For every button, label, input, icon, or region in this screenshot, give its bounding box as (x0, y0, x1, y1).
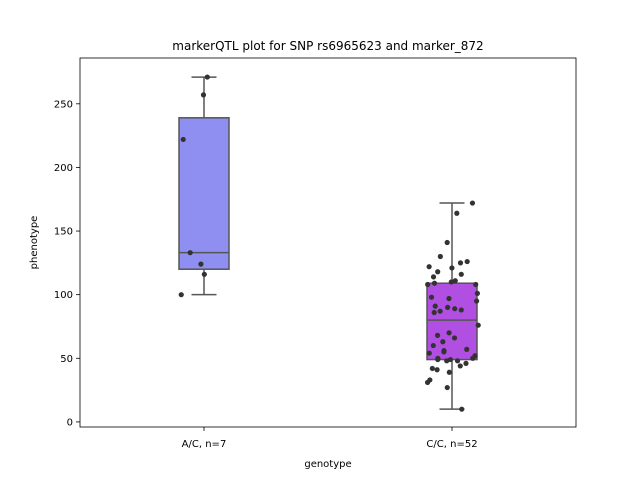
data-point (440, 339, 446, 345)
data-point (431, 309, 437, 316)
data-point (444, 384, 450, 391)
data-point (469, 200, 476, 206)
box-group (178, 76, 230, 296)
strip-points (178, 74, 481, 412)
data-point (200, 92, 207, 98)
y-tick-label: 100 (54, 290, 73, 301)
data-point (459, 406, 465, 412)
data-point (187, 250, 193, 256)
chart-title: markerQTL plot for SNP rs6965623 and mar… (172, 39, 483, 53)
data-point (444, 239, 450, 246)
data-point (448, 279, 454, 285)
data-point (470, 355, 476, 361)
data-point (432, 303, 438, 309)
data-point (434, 367, 440, 373)
data-point (435, 269, 441, 275)
data-point (457, 363, 463, 369)
x-tick-label: A/C, n=7 (182, 439, 227, 450)
data-point (446, 369, 452, 375)
data-point (437, 253, 443, 260)
box-iqr (426, 282, 478, 361)
data-point (435, 356, 441, 363)
data-point (445, 304, 451, 310)
y-tick-label: 250 (54, 99, 73, 110)
y-axis: 0 50 100 150 200 250 (54, 99, 80, 428)
y-tick-label: 50 (60, 354, 73, 365)
data-point (431, 280, 438, 286)
data-point (428, 294, 435, 300)
data-point (204, 74, 210, 80)
data-point (178, 292, 184, 298)
y-tick-label: 0 (67, 417, 73, 428)
y-tick-label: 200 (54, 163, 73, 174)
data-point (454, 358, 461, 364)
data-point (201, 271, 207, 277)
x-axis-label: genotype (304, 459, 351, 470)
data-point (473, 281, 479, 288)
y-tick-label: 150 (54, 227, 73, 238)
data-point (430, 342, 436, 349)
data-point (444, 358, 450, 364)
data-point (449, 265, 455, 271)
data-point (424, 379, 431, 386)
x-tick-label: C/C, n=52 (426, 439, 477, 450)
data-point (475, 322, 481, 328)
data-point (464, 258, 470, 265)
data-point (180, 136, 186, 143)
data-point (434, 332, 441, 338)
data-point (474, 290, 480, 296)
x-axis: A/C, n=7 C/C, n=52 (182, 427, 478, 450)
data-point (198, 261, 204, 267)
data-point (437, 308, 443, 314)
data-point (446, 330, 452, 336)
data-point (454, 210, 460, 216)
data-point (463, 360, 469, 366)
data-point (426, 264, 432, 270)
data-point (451, 335, 458, 341)
data-point (474, 298, 480, 304)
data-point (458, 271, 464, 277)
data-point (441, 349, 447, 355)
data-point (452, 278, 458, 284)
plot-area-frame (79, 57, 577, 428)
data-point (446, 295, 452, 302)
data-point (452, 306, 458, 312)
data-point (425, 281, 431, 288)
box-iqr (178, 117, 230, 270)
data-point (426, 350, 432, 356)
box-series (178, 76, 478, 410)
data-point (464, 346, 470, 352)
data-point (429, 365, 435, 372)
y-axis-label: phenotype (29, 216, 40, 270)
data-point (458, 307, 464, 313)
data-point (457, 260, 464, 266)
data-point (430, 274, 437, 280)
